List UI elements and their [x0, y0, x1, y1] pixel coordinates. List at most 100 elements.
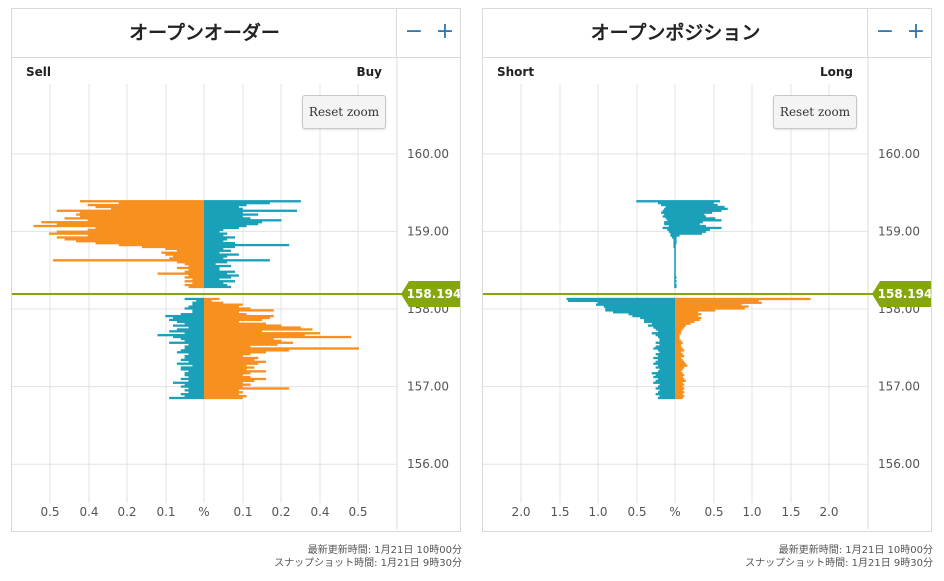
percent-tick-label: 0.5: [627, 505, 646, 519]
bar-long: [675, 301, 762, 304]
orders-snapshot-time: スナップショット時間: 1月21日 9時30分: [274, 558, 462, 569]
bar-short: [662, 209, 675, 212]
zoom-out-button[interactable]: −: [404, 19, 424, 44]
bar-short: [673, 245, 675, 249]
bar-long: [675, 362, 686, 365]
bar-buy: [204, 262, 216, 266]
bar-long: [675, 215, 706, 218]
bar-long: [675, 313, 702, 316]
bar-long: [675, 280, 677, 283]
bar-short: [605, 309, 675, 312]
bar-buy: [204, 253, 239, 256]
bar-short: [674, 257, 676, 260]
left-side-label: Short: [497, 65, 534, 79]
bar-short: [597, 301, 675, 304]
bar-sell: [76, 240, 204, 243]
bar-sell: [184, 373, 204, 377]
percent-tick-label: 2.0: [819, 505, 838, 519]
zoom-in-button[interactable]: +: [906, 19, 926, 44]
percent-tick-label: 0.2: [117, 505, 136, 519]
open-positions-panel: オープンポジション − + 160.00 159.00 158.00 157.00 15…: [482, 8, 932, 532]
bar-sell: [173, 255, 204, 258]
bar-long: [675, 276, 677, 279]
percent-tick-label: 0.5: [704, 505, 723, 519]
bar-sell: [56, 230, 204, 233]
bar-long: [675, 247, 676, 251]
reset-zoom-button[interactable]: Reset zoom: [302, 95, 386, 129]
bar-short: [647, 324, 675, 327]
bar-sell: [49, 232, 204, 235]
bar-short: [674, 272, 676, 275]
bar-short: [655, 387, 675, 390]
bar-buy: [204, 207, 243, 211]
bar-buy: [204, 224, 247, 228]
bar-long: [675, 270, 676, 273]
bar-buy: [204, 370, 266, 373]
bar-short: [653, 347, 675, 350]
bar-buy: [204, 341, 294, 344]
bar-short: [664, 222, 675, 226]
bar-sell: [188, 391, 204, 394]
bar-long: [675, 205, 725, 209]
bar-buy: [204, 343, 278, 346]
bar-long: [675, 234, 680, 237]
bar-buy: [204, 243, 290, 247]
bar-short: [671, 236, 675, 239]
bar-sell: [169, 330, 204, 333]
bar-buy: [204, 209, 297, 212]
bar-buy: [204, 349, 290, 352]
bar-sell: [95, 226, 204, 230]
bar-short: [659, 343, 675, 346]
zoom-out-button[interactable]: −: [875, 19, 895, 44]
bar-short: [662, 215, 675, 218]
bar-sell: [80, 211, 204, 214]
bar-long: [675, 373, 685, 377]
open-orders-panel: オープンオーダー − + 160.00 159.00 158.00 157.00 156…: [11, 8, 461, 532]
bar-long: [675, 396, 683, 400]
bar-short: [659, 337, 675, 341]
bar-long: [675, 243, 676, 247]
bar-short: [674, 247, 676, 251]
bar-buy: [204, 264, 232, 268]
price-tick-label: 160.00: [878, 147, 920, 161]
bar-buy: [204, 268, 220, 271]
bar-short: [651, 322, 675, 325]
bar-sell: [80, 215, 204, 218]
bar-short: [644, 320, 675, 323]
bar-long: [675, 391, 685, 394]
bar-short: [674, 276, 676, 279]
bar-buy: [204, 379, 255, 383]
bar-sell: [180, 313, 204, 316]
bar-long: [675, 324, 686, 327]
bar-short: [657, 330, 675, 333]
percent-tick-label: 1.5: [781, 505, 800, 519]
bar-sell: [56, 222, 204, 226]
bar-short: [628, 313, 675, 316]
bar-sell: [188, 305, 204, 308]
reset-zoom-button[interactable]: Reset zoom: [773, 95, 857, 129]
bar-buy: [204, 282, 224, 285]
bar-sell: [173, 335, 204, 339]
positions-updated-time: 最新更新時間: 1月21日 10時00分: [778, 545, 933, 556]
bar-long: [675, 268, 676, 271]
bar-long: [675, 228, 710, 231]
bar-buy: [204, 334, 305, 337]
bar-long: [675, 274, 676, 277]
bar-short: [664, 221, 675, 224]
bar-short: [657, 396, 675, 400]
bar-long: [675, 372, 683, 375]
bar-sell: [176, 351, 204, 354]
bar-sell: [118, 243, 204, 247]
bar-sell: [188, 274, 204, 277]
bar-long: [675, 358, 683, 362]
bar-buy: [204, 242, 235, 245]
zoom-in-button[interactable]: +: [435, 19, 455, 44]
bar-buy: [204, 272, 228, 275]
bar-long: [675, 221, 703, 224]
bar-buy: [204, 307, 251, 310]
bar-long: [675, 366, 685, 369]
bar-short: [668, 230, 675, 233]
bar-buy: [204, 387, 290, 390]
bar-long: [675, 318, 700, 322]
